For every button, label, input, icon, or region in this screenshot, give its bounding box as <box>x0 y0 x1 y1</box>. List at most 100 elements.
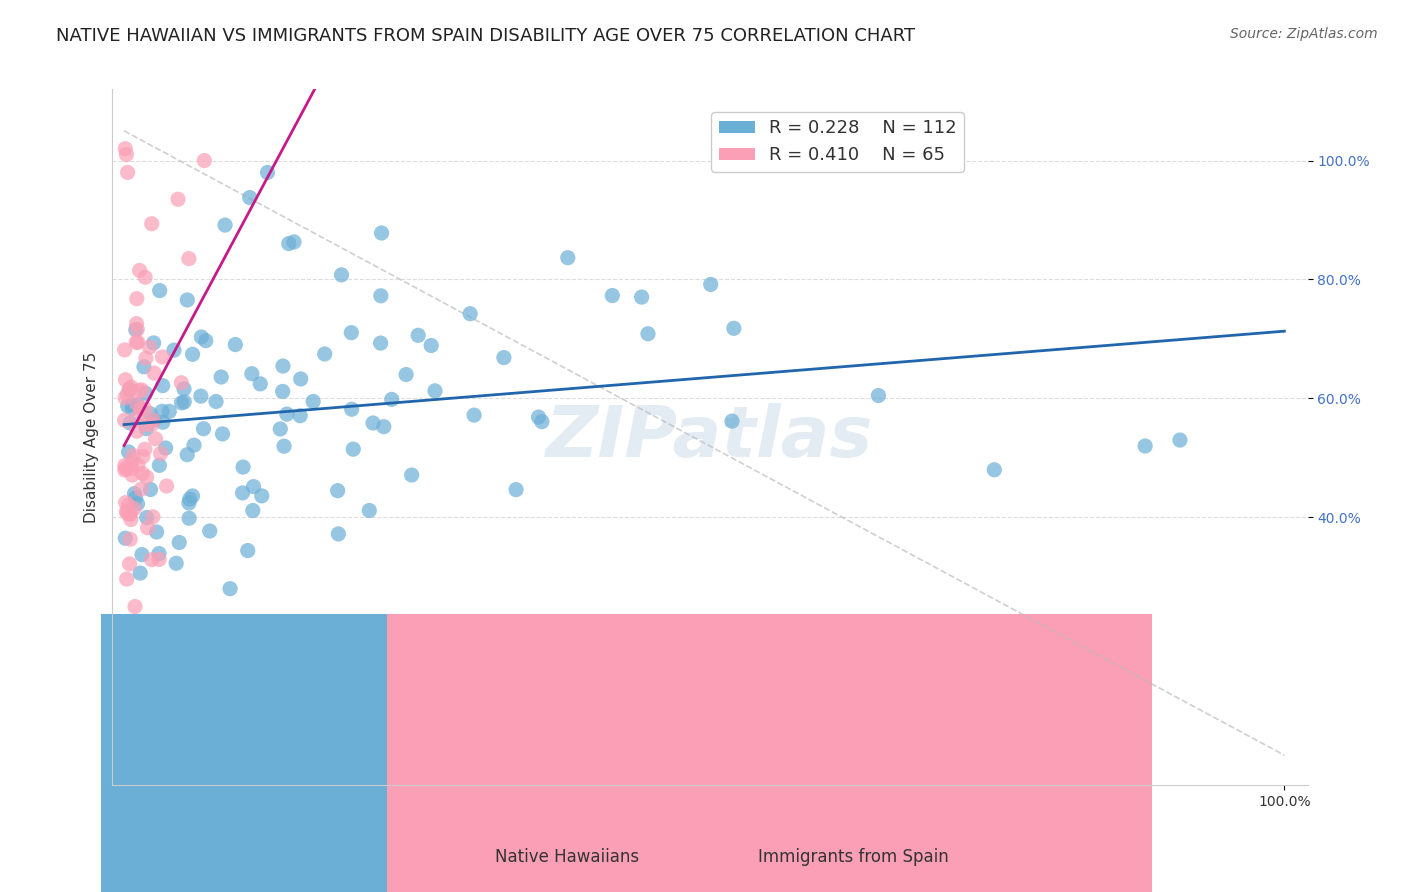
Native Hawaiians <box>290 372 312 386</box>
Immigrants from Spain <box>117 499 139 513</box>
Native Hawaiians <box>177 496 200 510</box>
Native Hawaiians <box>120 416 142 430</box>
Native Hawaiians <box>314 347 336 361</box>
Immigrants from Spain <box>134 401 156 416</box>
Immigrants from Spain <box>142 413 165 427</box>
Native Hawaiians <box>723 321 745 335</box>
Text: Immigrants from Spain: Immigrants from Spain <box>758 847 949 865</box>
Text: NATIVE HAWAIIAN VS IMMIGRANTS FROM SPAIN DISABILITY AGE OVER 75 CORRELATION CHAR: NATIVE HAWAIIAN VS IMMIGRANTS FROM SPAIN… <box>56 27 915 45</box>
Immigrants from Spain <box>114 461 136 475</box>
Immigrants from Spain <box>193 153 215 168</box>
Text: ZIPatlas: ZIPatlas <box>547 402 873 472</box>
Immigrants from Spain <box>127 458 149 472</box>
Native Hawaiians <box>121 398 143 412</box>
Native Hawaiians <box>271 359 294 373</box>
Native Hawaiians <box>232 460 254 475</box>
Native Hawaiians <box>232 486 254 500</box>
Native Hawaiians <box>181 489 204 503</box>
Immigrants from Spain <box>122 449 145 463</box>
Native Hawaiians <box>209 370 232 384</box>
Native Hawaiians <box>219 582 242 596</box>
Native Hawaiians <box>134 386 156 401</box>
Native Hawaiians <box>370 226 392 240</box>
Native Hawaiians <box>256 165 278 179</box>
Native Hawaiians <box>273 439 295 453</box>
Native Hawaiians <box>395 368 418 382</box>
Native Hawaiians <box>179 491 201 506</box>
Immigrants from Spain <box>134 442 156 457</box>
Native Hawaiians <box>194 334 217 348</box>
Native Hawaiians <box>193 422 215 436</box>
Native Hawaiians <box>236 543 259 558</box>
Immigrants from Spain <box>114 458 136 473</box>
Immigrants from Spain <box>141 417 163 432</box>
Immigrants from Spain <box>124 599 146 614</box>
Native Hawaiians <box>198 524 221 538</box>
Native Hawaiians <box>242 503 264 517</box>
Immigrants from Spain <box>120 533 142 547</box>
Immigrants from Spain <box>138 340 160 354</box>
Immigrants from Spain <box>141 217 163 231</box>
Native Hawaiians <box>224 337 246 351</box>
FancyBboxPatch shape <box>388 615 1153 892</box>
Immigrants from Spain <box>128 384 150 398</box>
Native Hawaiians <box>121 401 143 416</box>
Native Hawaiians <box>139 407 162 421</box>
Native Hawaiians <box>124 486 146 500</box>
Native Hawaiians <box>458 307 481 321</box>
Native Hawaiians <box>361 416 384 430</box>
Native Hawaiians <box>181 347 204 361</box>
Native Hawaiians <box>114 531 136 545</box>
Immigrants from Spain <box>135 351 157 366</box>
Native Hawaiians <box>269 422 291 436</box>
Immigrants from Spain <box>134 270 156 285</box>
Native Hawaiians <box>135 422 157 436</box>
Native Hawaiians <box>167 535 190 549</box>
Immigrants from Spain <box>149 446 172 460</box>
Native Hawaiians <box>242 480 264 494</box>
Immigrants from Spain <box>114 495 136 509</box>
Immigrants from Spain <box>118 382 141 396</box>
Text: Source: ZipAtlas.com: Source: ZipAtlas.com <box>1230 27 1378 41</box>
Native Hawaiians <box>302 394 325 409</box>
Immigrants from Spain <box>125 317 148 331</box>
Native Hawaiians <box>148 458 170 473</box>
Immigrants from Spain <box>115 572 138 586</box>
Immigrants from Spain <box>117 165 139 179</box>
Native Hawaiians <box>214 218 236 232</box>
Native Hawaiians <box>250 489 273 503</box>
Immigrants from Spain <box>131 383 153 397</box>
Immigrants from Spain <box>167 192 190 206</box>
Immigrants from Spain <box>114 413 136 427</box>
Native Hawaiians <box>190 389 212 403</box>
Native Hawaiians <box>527 410 550 425</box>
Native Hawaiians <box>149 284 172 298</box>
Native Hawaiians <box>1133 439 1156 453</box>
Immigrants from Spain <box>136 521 159 535</box>
Immigrants from Spain <box>125 292 148 306</box>
Immigrants from Spain <box>115 504 138 518</box>
Immigrants from Spain <box>129 482 152 496</box>
Native Hawaiians <box>342 442 364 457</box>
Immigrants from Spain <box>127 410 149 425</box>
Native Hawaiians <box>276 407 298 421</box>
Native Hawaiians <box>288 409 311 423</box>
Native Hawaiians <box>557 251 579 265</box>
Native Hawaiians <box>983 463 1005 477</box>
Immigrants from Spain <box>125 335 148 350</box>
Native Hawaiians <box>131 548 153 562</box>
Immigrants from Spain <box>118 557 141 571</box>
Immigrants from Spain <box>152 350 174 364</box>
Native Hawaiians <box>176 448 198 462</box>
Native Hawaiians <box>328 527 350 541</box>
Native Hawaiians <box>239 191 262 205</box>
Native Hawaiians <box>868 388 890 402</box>
Native Hawaiians <box>637 326 659 341</box>
Native Hawaiians <box>124 491 146 505</box>
Native Hawaiians <box>125 323 148 337</box>
Native Hawaiians <box>117 399 139 413</box>
Native Hawaiians <box>118 383 141 397</box>
Native Hawaiians <box>157 404 180 418</box>
Legend: R = 0.228    N = 112, R = 0.410    N = 65: R = 0.228 N = 112, R = 0.410 N = 65 <box>711 112 965 171</box>
Native Hawaiians <box>340 326 363 340</box>
